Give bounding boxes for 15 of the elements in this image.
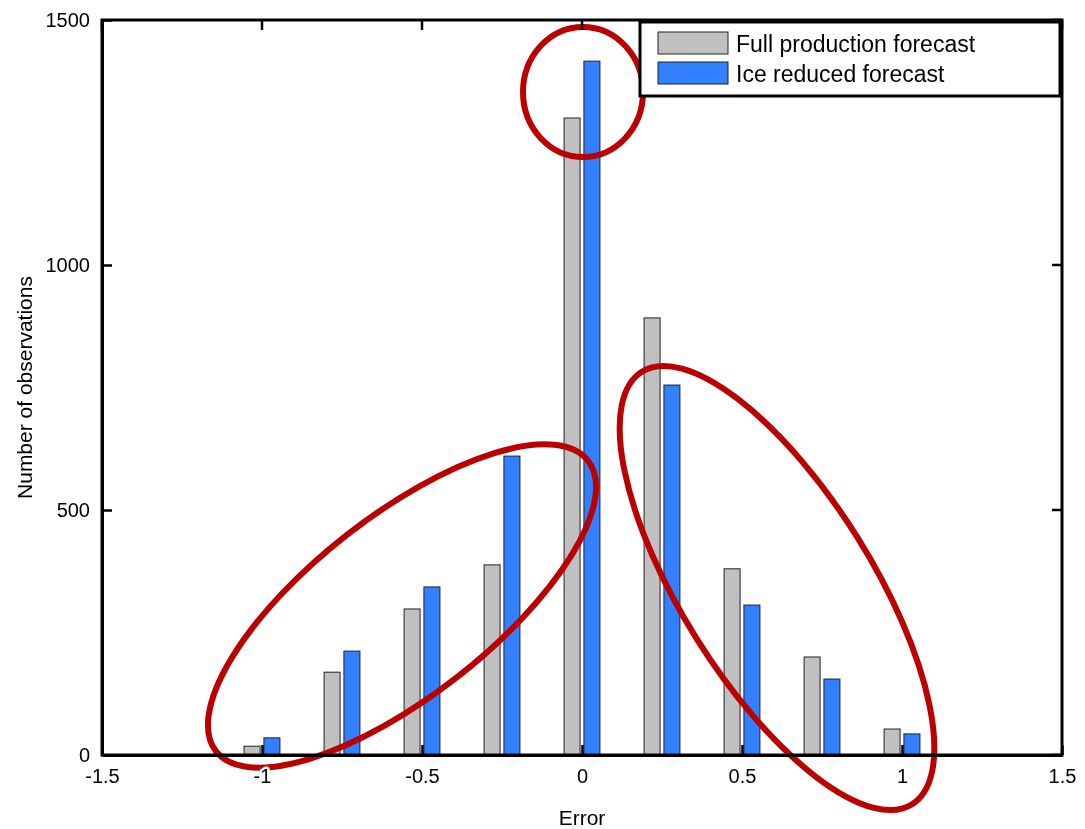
x-tick-label: -1	[253, 765, 272, 788]
x-tick-label: 0.5	[728, 765, 757, 788]
legend-label: Ice reduced forecast	[736, 61, 945, 87]
x-tick-label: -0.5	[405, 765, 440, 788]
x-tick-label: 1.5	[1048, 765, 1077, 788]
y-axis-title: Number of observations	[13, 276, 36, 499]
legend-label: Full production forecast	[736, 31, 976, 57]
y-tick-label: 0	[78, 743, 90, 766]
x-tick-label: -1.5	[85, 765, 120, 788]
x-tick-label: 1	[896, 765, 909, 788]
x-axis-title: Error	[558, 806, 606, 829]
y-tick-label: 1000	[45, 253, 90, 276]
x-tick-label: 0	[576, 765, 589, 788]
y-tick-label: 500	[56, 498, 90, 521]
y-tick-label: 1500	[45, 8, 90, 31]
